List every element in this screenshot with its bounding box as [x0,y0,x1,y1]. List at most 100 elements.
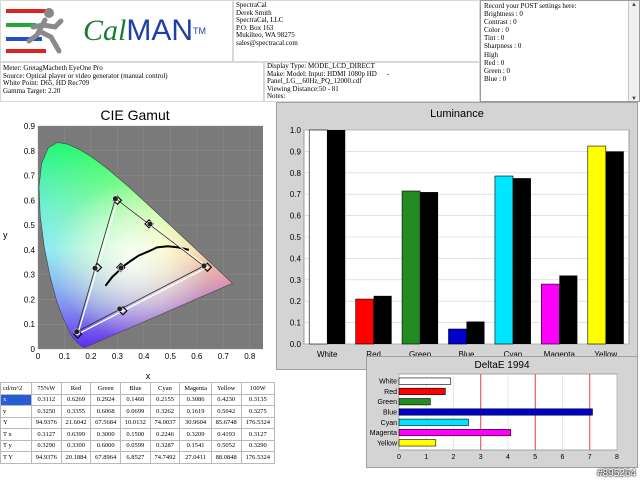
notes-line: Record your POST settings here: [484,2,577,10]
table-header-cell: Magenta [179,382,212,395]
notes-line: Tint : 0 [484,34,505,43]
table-cell: 0.4230 [210,393,242,406]
scroll-down-icon[interactable]: ▼ [631,96,637,102]
table-cell: 0.3290 [31,439,62,452]
cie-y-tick-label: 0.1 [24,320,36,329]
table-row-header[interactable]: T Y [0,451,32,464]
cie-measured-point [117,264,125,271]
table-header-cell: Red [60,382,92,395]
table-row[interactable]: T Y 94.9376 20.1884 67.8964 6.8527 74.74… [0,451,276,464]
luminance-bar-measured [605,151,624,344]
table-cell: 0.3000 [90,428,122,441]
table-cell: 0.5042 [210,405,242,418]
notes-line: Brightness : 0 [484,10,523,19]
cie-y-tick-label: 0.6 [24,196,36,205]
post-settings-notes[interactable]: Record your POST settings here: Brightne… [480,0,640,102]
company-line: P.O. Box 163 [236,23,274,32]
luminance-bar-measured [559,275,578,344]
table-cell: 0.2246 [149,428,181,441]
cie-y-tick-label: 0.3 [24,271,36,280]
table-row-header[interactable]: Y [0,416,32,429]
table-row[interactable]: y 0.3250 0.3355 0.6068 0.0699 0.3262 0.1… [0,405,276,418]
cie-gamut-chart: CIE Gamut 0 0.1 0.2 0.3 0.4 0.5 0.6 0.7 0.8 0 0.1… [0,102,275,382]
table-row-header[interactable]: T x [0,428,32,441]
table-cell: 74.7492 [149,451,181,464]
table-row[interactable]: Y 94.9376 21.6042 67.5684 10.0132 74.003… [0,416,276,429]
table-cell: 0.3287 [149,439,181,452]
luminance-category-label: Blue [458,350,475,359]
viewing-distance-line: Viewing Distance:50 - 81 [267,84,339,93]
table-cell: 88.0848 [210,451,242,464]
cie-y-tick-label: 0.2 [24,295,36,304]
table-row-header[interactable]: T y [0,439,32,452]
company-line: SpectraCal, LLC [236,16,284,25]
table-header-cell: 100W [240,382,276,395]
company-info: SpectraCal Derek Smith SpectraCal, LLC P… [233,0,480,62]
luminance-y-tick-label: 1.0 [290,126,302,135]
table-cell: 0.3127 [240,428,276,441]
table-row[interactable]: T x 0.3127 0.6399 0.3000 0.1500 0.2246 0… [0,428,276,441]
table-cell: 176.5324 [240,416,276,429]
deltae-category-label: Blue [383,410,397,417]
luminance-y-tick-label: 0.0 [290,340,302,349]
luminance-y-tick-label: 0.9 [290,147,302,156]
deltae-category-label: Cyan [381,420,397,427]
table-cell: 10.0132 [120,416,151,429]
logo-text-man: MAN [126,14,194,47]
table-cell: 0.4193 [210,428,242,441]
table-header-cell: Blue [120,382,151,395]
luminance-bar-measured [327,130,346,344]
cie-x-tick-label: 0 [36,352,41,361]
meter-info: Meter: GretagMacbeth EyeOne Pro Source: … [0,62,264,102]
company-line: sales@spectracal.com [236,38,298,47]
table-cell: 0.2155 [149,393,181,406]
notes-line: Blue : 0 [484,74,507,83]
table-row[interactable]: x 0.3112 0.6269 0.2924 0.1460 0.2155 0.3… [0,393,276,406]
logo-text-cal: Cal [83,14,127,47]
notes-scrollbar[interactable]: ▲ ▼ [628,1,639,102]
deltae-bar [398,377,452,385]
cie-x-tick-label: 0.4 [138,352,150,361]
deltae-category-label: Green [378,399,398,406]
table-cell: 0.6269 [60,393,92,406]
cie-x-tick-label: 0.2 [85,352,97,361]
cie-x-tick-label: 0.1 [59,352,71,361]
table-header-cell: Cyan [149,382,181,395]
table-row[interactable]: T y 0.3290 0.3300 0.6000 0.0599 0.3287 0… [0,439,276,452]
table-cell: 94.9376 [31,416,62,429]
table-cell: 0.1541 [179,439,212,452]
scroll-up-icon[interactable]: ▲ [631,2,637,8]
table-cell: 0.3112 [31,393,62,406]
luminance-bar-measured [373,295,392,344]
table-cell: 74.0037 [149,416,181,429]
cie-measured-point [146,221,154,228]
table-cell: 27.0411 [179,451,212,464]
table-cell: 67.8964 [90,451,122,464]
running-man-icon [26,8,64,54]
table-header-cell: Yellow [210,382,242,395]
company-line: Mukilteo, WA 98275 [236,31,295,40]
deltae-x-tick-label: 1 [424,454,428,461]
table-cell: 85.6748 [210,416,242,429]
gamma-line: Gamma Target: 2.20 [3,86,61,95]
luminance-category-label: Green [409,350,431,359]
table-cell: 176.5324 [240,451,276,464]
table-row-header[interactable]: y [0,405,32,418]
cie-x-tick-label: 0.7 [218,352,230,361]
table-cell: 0.0699 [120,405,151,418]
cie-x-tick-label: 0.8 [244,352,256,361]
table-row-header[interactable]: x [0,393,32,406]
notes-line: Color : 0 [484,26,509,35]
deltae-x-tick-label: 3 [479,454,483,461]
deltae-x-tick-label: 4 [506,454,510,461]
deltae-bar [398,408,593,416]
cie-y-tick-label: 0.5 [24,221,36,230]
table-cell: 20.1884 [60,451,92,464]
deltae-x-tick-label: 7 [588,454,592,461]
deltae-bar [398,418,469,426]
deltae-x-tick-label: 0 [397,454,401,461]
notes-line: High [484,50,498,59]
cie-x-tick-label: 0.6 [191,352,203,361]
table-cell: 94.9376 [31,451,62,464]
display-type-line: Display Type: MODE_LCD_DIRECT [267,62,375,70]
